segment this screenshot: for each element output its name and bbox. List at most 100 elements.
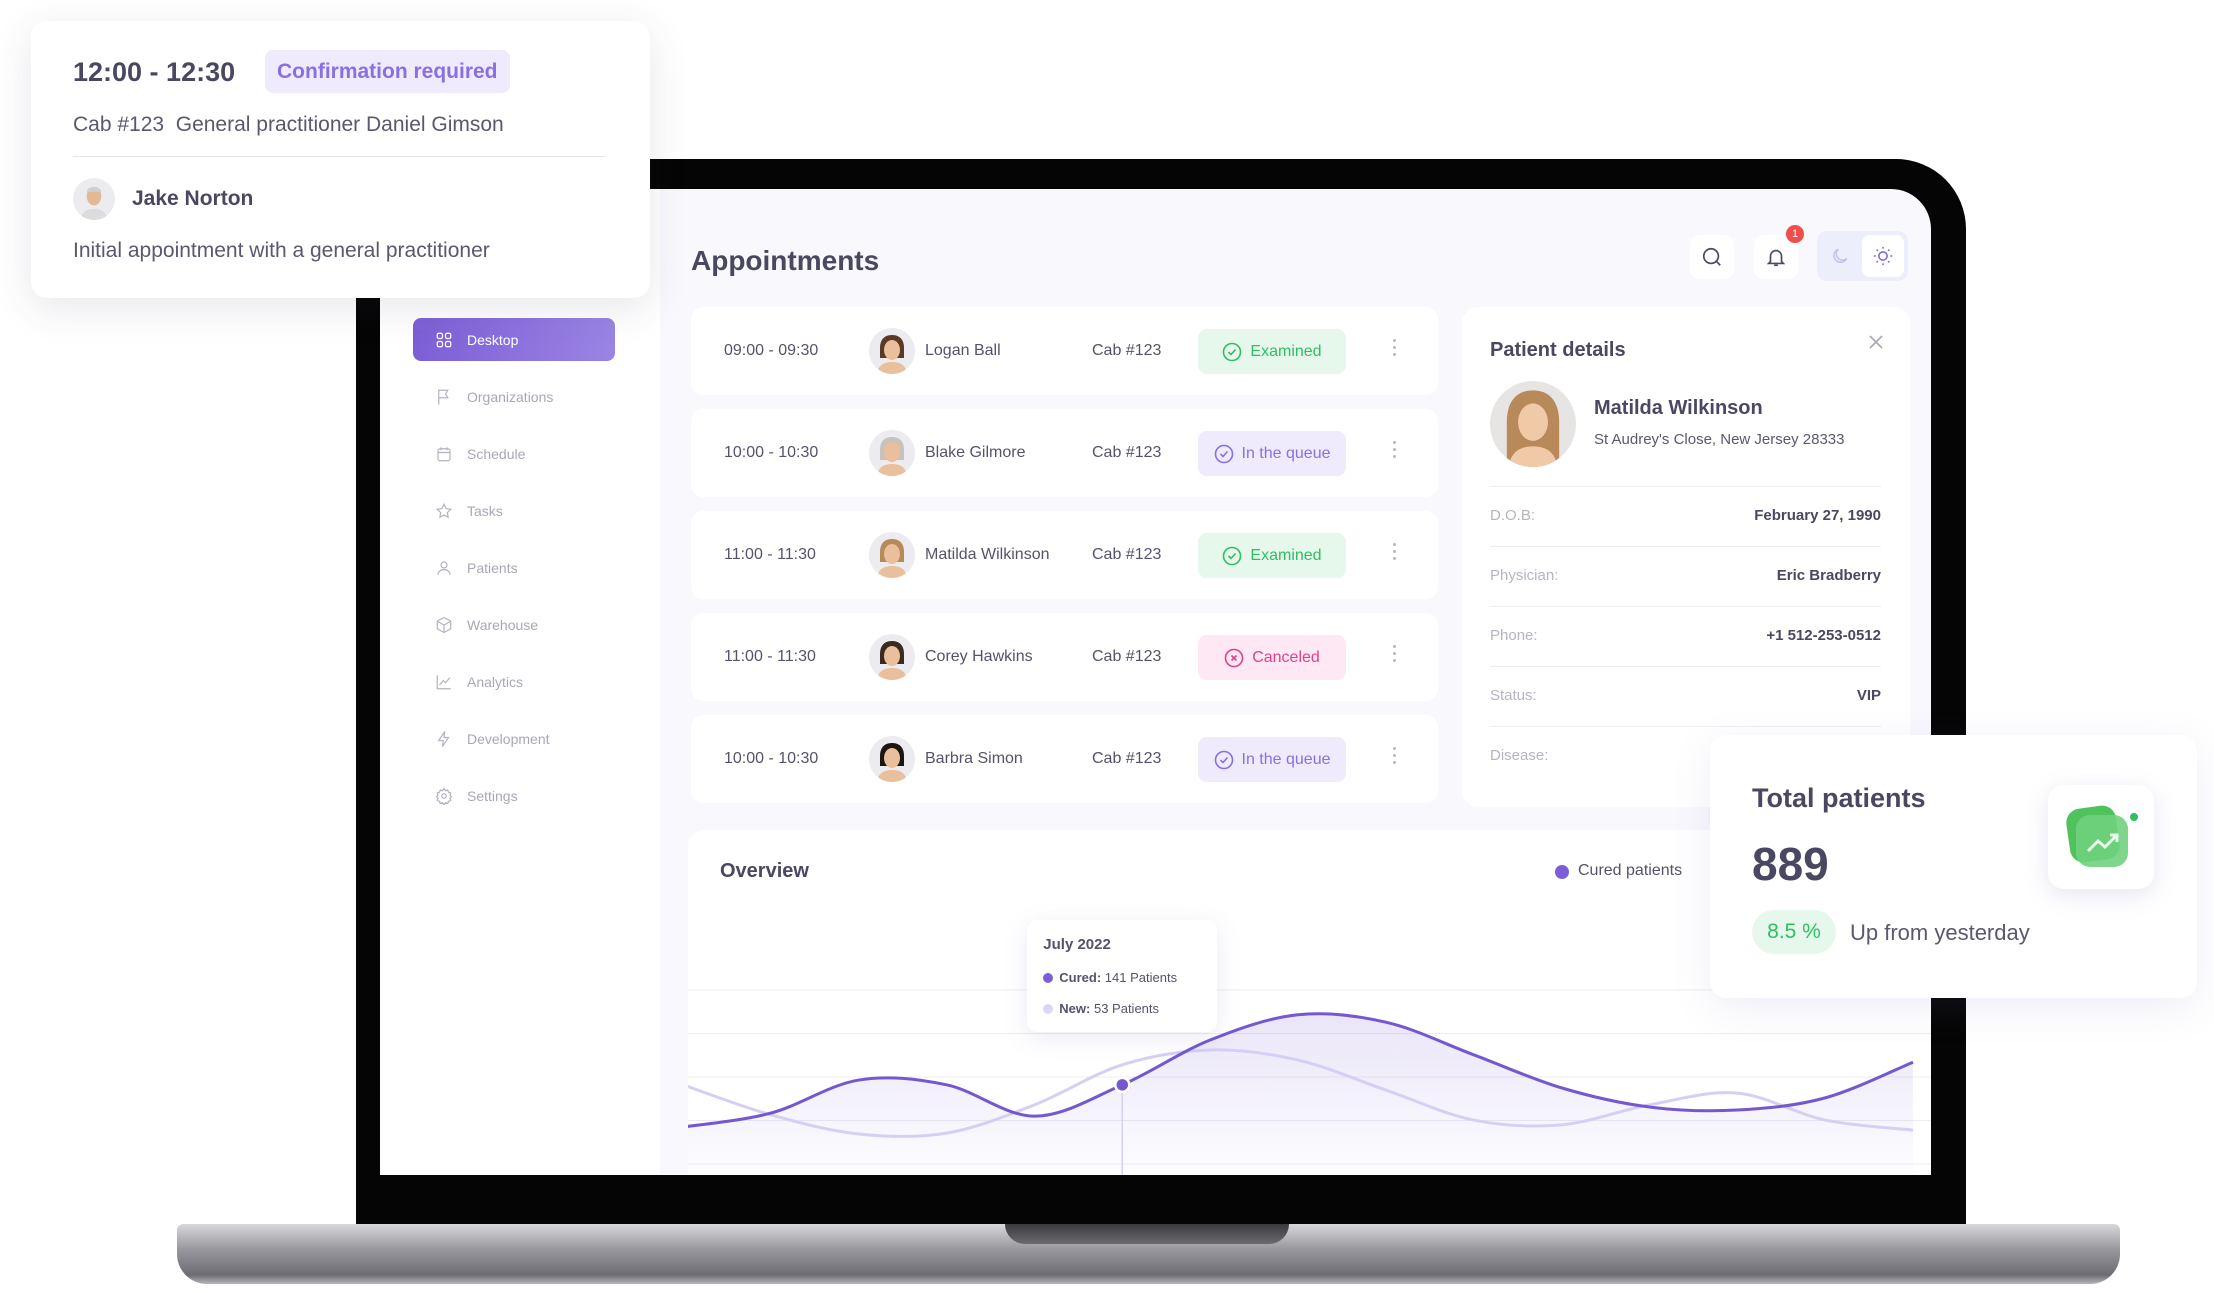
patient-name: Matilda Wilkinson: [1594, 397, 1763, 419]
status-badge: Examined: [1198, 329, 1346, 374]
detail-label: D.O.B:: [1490, 507, 1536, 524]
patient-name[interactable]: Logan Ball: [925, 342, 1001, 359]
patient-avatar: [1490, 381, 1576, 467]
user-icon: [437, 560, 451, 575]
sidebar-item-development[interactable]: Development: [413, 717, 615, 760]
total-patients-value: 889: [1752, 838, 1829, 890]
search-icon: [1702, 247, 1721, 266]
status-label: Canceled: [1252, 648, 1320, 666]
patient-name[interactable]: Corey Hawkins: [925, 648, 1033, 665]
sidebar-item-settings[interactable]: Settings: [413, 774, 615, 817]
notifications-button[interactable]: 1: [1754, 225, 1804, 279]
sidebar-item-label: Desktop: [467, 331, 519, 348]
theme-toggle[interactable]: [1817, 231, 1908, 281]
status-badge: Canceled: [1198, 635, 1346, 680]
appointment-row[interactable]: 09:00 - 09:30 Logan Ball Cab #123 Examined: [691, 307, 1438, 395]
avatar: [869, 634, 915, 680]
more-options-icon[interactable]: [1391, 743, 1397, 775]
more-options-icon[interactable]: [1391, 335, 1397, 367]
legend-dot: [1555, 865, 1569, 879]
patient-name[interactable]: Blake Gilmore: [925, 444, 1026, 461]
close-icon[interactable]: [1868, 334, 1884, 350]
status-label: In the queue: [1241, 750, 1331, 768]
appointment-row[interactable]: 11:00 - 11:30 Matilda Wilkinson Cab #123 Ex…: [691, 511, 1438, 599]
trend-icon-box: [2048, 785, 2154, 889]
x-circle-icon: [1224, 648, 1244, 667]
popup-time: 12:00 - 12:30: [73, 57, 236, 87]
cured-value: 141 Patients: [1104, 970, 1178, 985]
cabinet: Cab #123: [1092, 648, 1162, 665]
popup-details: Cab #123 General practitioner Daniel Gim…: [73, 113, 504, 136]
sidebar-item-label: Settings: [467, 787, 518, 804]
appointment-row[interactable]: 10:00 - 10:30 Blake Gilmore Cab #123 In the…: [691, 409, 1438, 497]
new-dot: [1043, 1004, 1054, 1014]
more-options-icon[interactable]: [1391, 539, 1397, 571]
new-patients-line: [688, 1048, 1914, 1139]
tooltip-cured: Cured: 141 Patients: [1059, 970, 1177, 985]
new-label: New:: [1059, 1001, 1091, 1016]
calendar-icon: [437, 446, 451, 461]
detail-value: VIP: [1856, 687, 1881, 704]
appointment-time: 09:00 - 09:30: [724, 342, 819, 359]
growth-label: Up from yesterday: [1850, 920, 2030, 945]
sidebar-item-desktop[interactable]: Desktop: [413, 318, 615, 361]
check-circle-icon: [1223, 342, 1242, 361]
detail-label: Phone:: [1490, 627, 1538, 644]
patient-details-title: Patient details: [1490, 339, 1626, 361]
sidebar-item-organizations[interactable]: Organizations: [413, 375, 615, 418]
detail-label: Disease:: [1490, 747, 1549, 764]
detail-row: Phone: +1 512-253-0512: [1490, 607, 1881, 667]
box-icon: [436, 616, 452, 633]
search-button[interactable]: [1690, 235, 1734, 279]
sidebar-item-tasks[interactable]: Tasks: [413, 489, 615, 532]
light-mode-button[interactable]: [1862, 235, 1904, 277]
appointment-popup[interactable]: 12:00 - 12:30 Confirmation required Cab …: [31, 21, 650, 298]
check-circle-icon: [1214, 750, 1233, 769]
highlight-point[interactable]: [1114, 1076, 1131, 1094]
gear-icon: [435, 786, 453, 805]
popup-description: Initial appointment with a general pract…: [73, 239, 490, 262]
patient-name[interactable]: Barbra Simon: [925, 750, 1023, 767]
sidebar-item-label: Patients: [467, 559, 518, 576]
cabinet: Cab #123: [1092, 750, 1162, 767]
detail-label: Physician:: [1490, 567, 1559, 584]
star-icon: [435, 502, 453, 518]
status-label: Examined: [1250, 342, 1322, 360]
cabinet: Cab #123: [1092, 546, 1162, 563]
growth-badge: 8.5 %: [1752, 910, 1836, 954]
sidebar-item-label: Warehouse: [467, 616, 539, 633]
laptop-notch: [1005, 1224, 1289, 1244]
patient-name[interactable]: Matilda Wilkinson: [925, 546, 1050, 563]
divider: [1490, 486, 1881, 487]
cabinet: Cab #123: [1092, 342, 1162, 359]
sidebar-item-schedule[interactable]: Schedule: [413, 432, 615, 475]
detail-row: Physician: Eric Bradberry: [1490, 547, 1881, 607]
appointment-row[interactable]: 11:00 - 11:30 Corey Hawkins Cab #123 Cancel…: [691, 613, 1438, 701]
more-options-icon[interactable]: [1391, 641, 1397, 673]
status-badge: Examined: [1198, 533, 1346, 578]
appointment-row[interactable]: 10:00 - 10:30 Barbra Simon Cab #123 In the …: [691, 715, 1438, 803]
avatar: [869, 736, 915, 782]
detail-label: Status:: [1490, 687, 1537, 704]
overview-title: Overview: [720, 860, 809, 882]
sidebar: Desktop Organizations Schedule Tasks Patient…: [380, 189, 660, 1175]
moon-icon[interactable]: [1830, 246, 1850, 266]
detail-value: February 27, 1990: [1754, 507, 1881, 524]
sidebar-item-warehouse[interactable]: Warehouse: [413, 603, 615, 646]
patient-details-panel: Patient details Matilda Wilkinson St Aud…: [1462, 307, 1910, 807]
detail-row: Disease:: [1490, 727, 1881, 787]
sidebar-item-patients[interactable]: Patients: [413, 546, 615, 589]
sidebar-item-analytics[interactable]: Analytics: [413, 660, 615, 703]
check-circle-icon: [1214, 444, 1233, 463]
page-title: Appointments: [691, 245, 880, 276]
more-options-icon[interactable]: [1391, 437, 1397, 469]
total-patients-title: Total patients: [1752, 783, 1926, 813]
detail-row: Status: VIP: [1490, 667, 1881, 727]
overview-card: Overview Cured patients July 2022 Cured:…: [688, 830, 1931, 1175]
sidebar-item-label: Development: [467, 730, 550, 747]
detail-value: +1 512-253-0512: [1766, 627, 1881, 644]
avatar: [869, 430, 915, 476]
sidebar-item-label: Schedule: [467, 445, 526, 462]
popup-patient-name: Jake Norton: [132, 187, 254, 210]
status-badge: In the queue: [1198, 431, 1346, 476]
